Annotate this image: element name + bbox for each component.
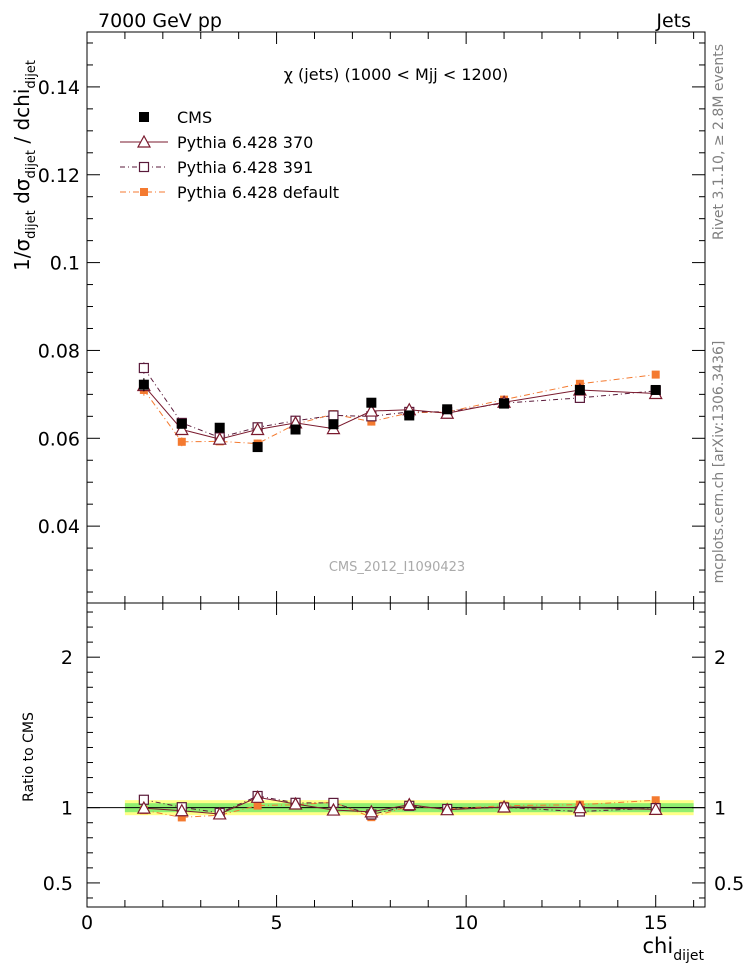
point-p391	[138, 362, 149, 374]
main-frame	[86, 31, 706, 908]
x-tick-label: 10	[454, 912, 478, 934]
point-cms	[404, 410, 415, 421]
ratio-point-p370	[136, 800, 151, 814]
ratio-point-p370	[440, 802, 455, 816]
ratio-y-tick-label: 0.5	[43, 873, 73, 895]
point-p370	[212, 431, 227, 445]
point-pdef	[177, 437, 186, 446]
legend-marker-p370	[136, 134, 152, 148]
point-cms	[214, 422, 225, 433]
ratio-y-tick-label-right: 0.5	[714, 873, 744, 895]
point-cms	[176, 418, 187, 429]
y-axis-label: 1/σdijet dσdijet / dchidijet	[10, 60, 39, 271]
ratio-point-p370	[572, 800, 587, 814]
axes: 0 5 10 15 0.04 0.06 0.08 0.1 0.12 0.14 0.5 0.5 1 1 2 2	[38, 32, 744, 934]
y-tick-label: 0.12	[38, 165, 80, 187]
point-cms	[366, 397, 377, 408]
ratio-point-p370	[288, 796, 303, 810]
point-p370	[250, 422, 265, 436]
legend-marker-p391	[138, 161, 150, 173]
y-tick-label: 0.14	[38, 77, 80, 99]
y-tick-label: 0.04	[38, 516, 80, 538]
ratio-y-tick-label-right: 2	[714, 647, 726, 669]
watermark: CMS_2012_I1090423	[329, 560, 465, 575]
legend-label-p370: Pythia 6.428 370	[177, 133, 313, 152]
x-tick-label: 15	[644, 912, 668, 934]
ratio-point-p370	[364, 804, 379, 818]
ratio-y-label: Ratio to CMS	[21, 712, 37, 802]
point-cms	[138, 379, 149, 390]
point-cms	[442, 404, 453, 415]
x-axis-label: chidijet	[643, 934, 705, 964]
point-cms	[290, 424, 301, 435]
legend-label-p391: Pythia 6.428 391	[177, 158, 313, 177]
ratio-line-pdef	[143, 799, 656, 818]
y-tick-label: 0.06	[38, 428, 80, 450]
axis-labels: chidijet 1/σdijet dσdijet / dchidijet	[10, 60, 704, 964]
point-p391	[328, 410, 339, 421]
ratio-point-p370	[402, 797, 417, 811]
point-cms	[574, 384, 585, 395]
point-cms	[499, 398, 510, 409]
y-tick-label: 0.1	[50, 253, 80, 275]
legend-marker-pdef	[140, 188, 148, 196]
ratio-point-p370	[212, 806, 227, 820]
series-line-pdef	[143, 374, 656, 445]
ratio-line-p370	[143, 796, 656, 815]
series-layer	[136, 362, 663, 822]
ratio-point-p370	[174, 803, 189, 817]
x-tick-label: 5	[271, 912, 283, 934]
point-pdef	[367, 417, 376, 426]
ratio-point-p370	[497, 799, 512, 813]
y-tick-label: 0.08	[38, 340, 80, 362]
x-tick-label: 0	[81, 912, 93, 934]
point-p370	[174, 422, 189, 436]
series-line-p391	[143, 367, 656, 438]
legend-label-cms: CMS	[177, 108, 212, 127]
ratio-point-p370	[326, 802, 341, 816]
legend-label-pdef: Pythia 6.428 default	[177, 183, 339, 202]
point-cms	[328, 419, 339, 430]
ratio-frame-rect	[86, 602, 706, 908]
legend: CMS Pythia 6.428 370 Pythia 6.428 391 Pythi…	[120, 108, 339, 202]
chart-title: χ (jets) (1000 < Mjj < 1200)	[284, 65, 509, 84]
point-pdef	[651, 370, 660, 379]
ratio-y-tick-label-right: 1	[714, 798, 726, 820]
series-line-p370	[143, 385, 656, 440]
ratio-point-pdef	[177, 813, 186, 822]
legend-marker-cms	[139, 112, 149, 122]
point-cms	[252, 442, 263, 453]
ratio-point-p370	[250, 790, 265, 803]
ratio-y-tick-label: 1	[61, 798, 73, 820]
point-cms	[650, 384, 661, 395]
ratio-point-p370	[648, 802, 663, 815]
header-right: Jets	[655, 10, 691, 32]
ratio-y-tick-label: 2	[61, 647, 73, 669]
series-p370	[136, 378, 663, 820]
mcplots-label: mcplots.cern.ch [arXiv:1306.3436]	[711, 341, 727, 584]
header-left: 7000 GeV pp	[98, 10, 222, 32]
series-cms	[138, 378, 661, 453]
ratio-point-pdef	[253, 801, 262, 810]
point-p370	[364, 403, 379, 417]
ratio-point-pdef	[651, 796, 660, 805]
rivet-label: Rivet 3.1.10, ≥ 2.8M events	[711, 44, 727, 240]
